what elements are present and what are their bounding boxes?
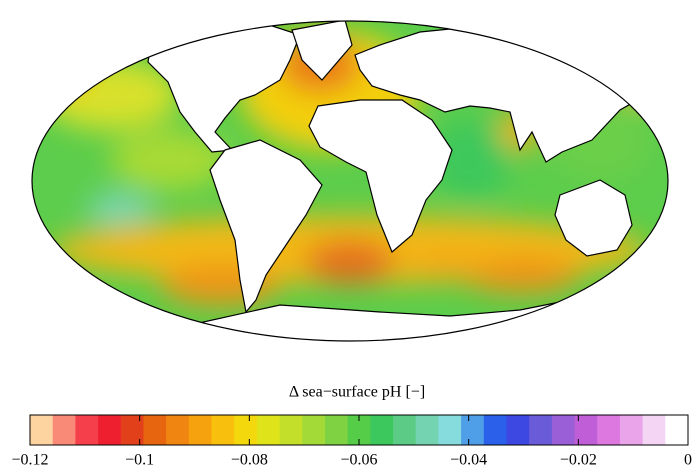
tick-label: 0 — [684, 452, 692, 469]
colorbar-segment — [211, 415, 235, 445]
south-america — [209, 139, 323, 314]
colorbar-segment — [347, 415, 371, 445]
colorbar-segment — [30, 415, 54, 445]
map — [32, 21, 668, 341]
colorbar-segment — [619, 415, 644, 445]
colorbar-segment — [143, 415, 167, 445]
tick-label: −0.1 — [125, 452, 154, 469]
colorbar-segment — [438, 415, 462, 445]
colorbar-segment — [302, 415, 326, 445]
colorbar-segment — [597, 415, 621, 445]
colorbar-segment — [529, 415, 553, 445]
colorbar-segment — [461, 415, 485, 445]
colorbar-segment — [52, 415, 76, 445]
colorbar-segment — [98, 415, 122, 445]
tick-label: −0.12 — [11, 452, 48, 469]
colorbar-segment — [370, 415, 394, 445]
colorbar-segment — [120, 415, 144, 445]
north-america — [147, 21, 301, 153]
colorbar: −0.12 −0.1 −0.08 −0.06 −0.04 −0.02 0 — [11, 414, 692, 469]
map-frame — [31, 20, 669, 342]
africa — [308, 99, 453, 253]
colorbar-segment — [166, 415, 190, 445]
colorbar-segment — [506, 415, 530, 445]
colorbar-segment — [551, 415, 576, 445]
colorbar-segment — [483, 415, 507, 445]
colorbar-segment — [642, 415, 666, 445]
colorbar-segment — [393, 415, 417, 445]
australia — [554, 179, 633, 257]
colorbar-segment — [415, 415, 439, 445]
colorbar-label: Δ sea−surface pH [−] — [289, 384, 425, 401]
tick-label: −0.04 — [450, 452, 487, 469]
tick-label: −0.08 — [231, 452, 268, 469]
colorbar-segment — [665, 415, 689, 445]
colorbar-segment — [188, 415, 213, 445]
colorbar-segment — [279, 415, 303, 445]
colorbar-segment — [256, 415, 281, 445]
tick-label: −0.02 — [560, 452, 597, 469]
colorbar-segment — [324, 415, 349, 445]
colorbar-segment — [75, 415, 99, 445]
colorbar-segment — [574, 415, 598, 445]
colorbar-segment — [234, 415, 258, 445]
tick-label: −0.06 — [340, 452, 377, 469]
